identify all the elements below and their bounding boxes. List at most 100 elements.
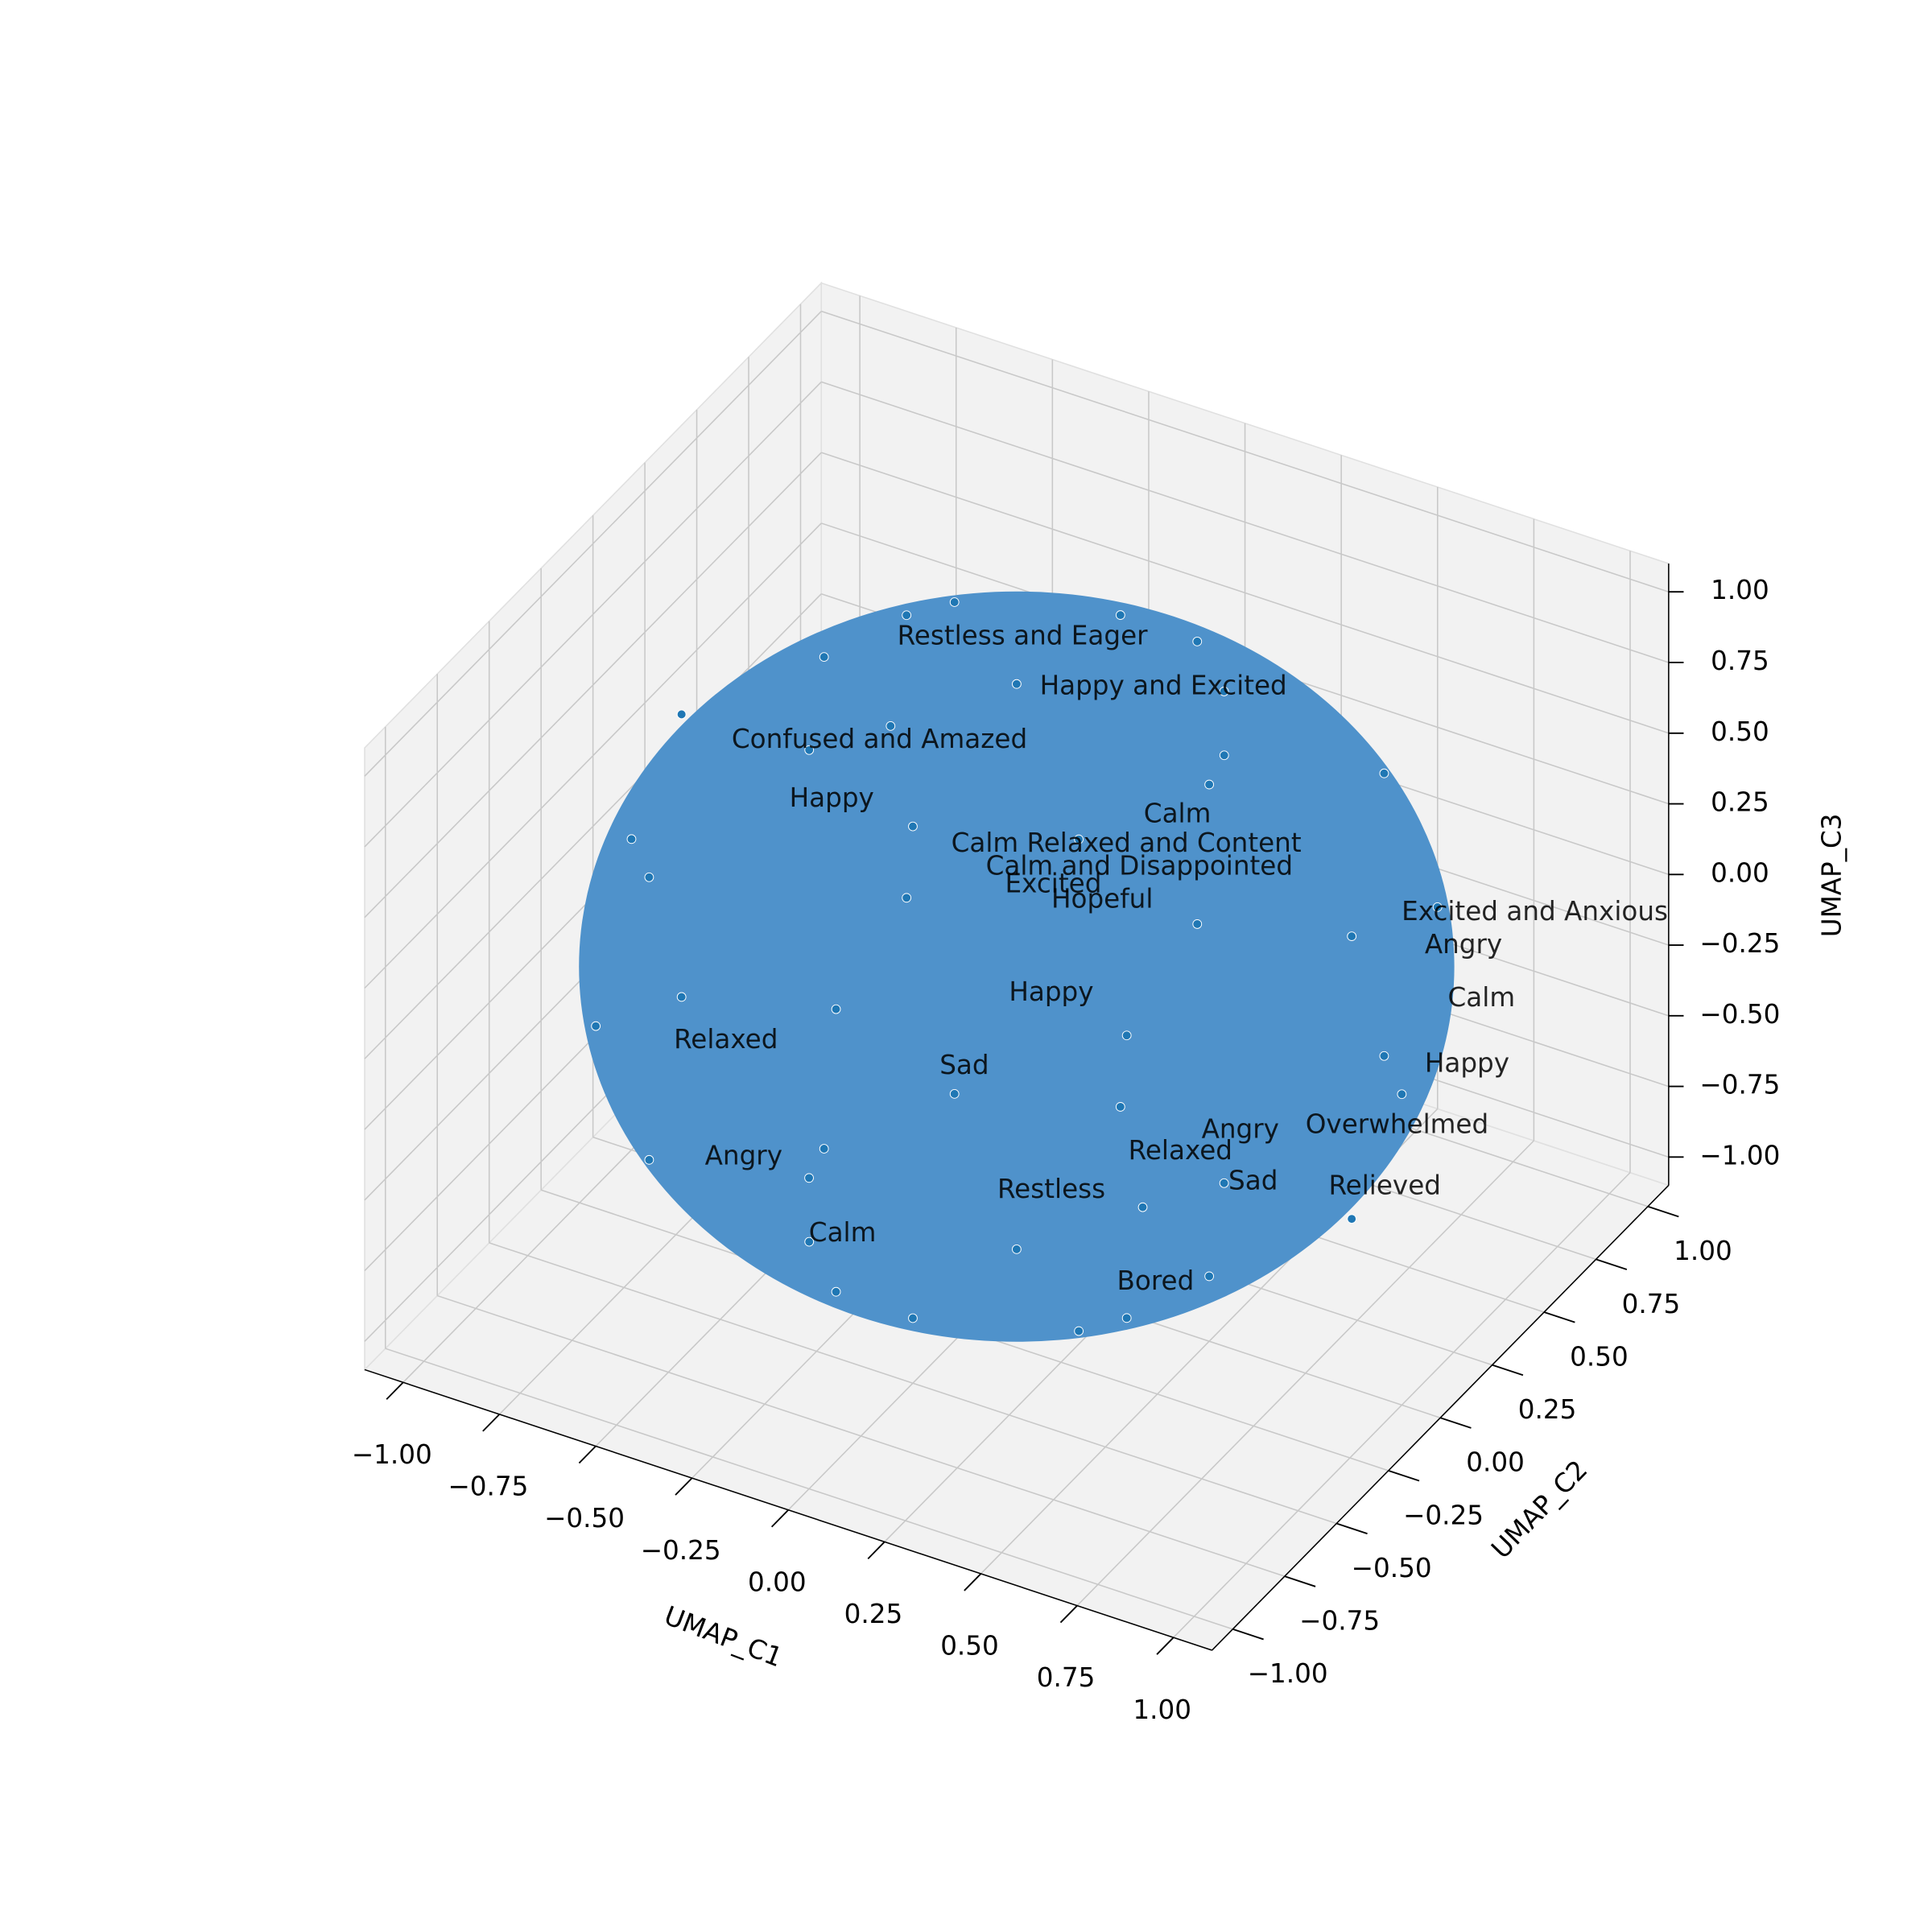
x-tick (867, 1541, 886, 1559)
point (1379, 1051, 1389, 1061)
x-tick-label: −0.25 (641, 1535, 721, 1566)
y-tick (1232, 1628, 1264, 1641)
point (1192, 636, 1203, 646)
annotation: Restless (997, 1174, 1105, 1204)
x-tick-label: −0.50 (544, 1503, 625, 1534)
annotation: Calm (1144, 798, 1212, 828)
z-tick-label: 1.00 (1711, 575, 1769, 605)
z-tick-label: 0.50 (1711, 716, 1769, 747)
point (908, 1313, 918, 1323)
grid-line (364, 452, 822, 919)
y-tick-label: −0.50 (1352, 1553, 1432, 1583)
annotation: Hopeful (1051, 883, 1153, 914)
point (644, 872, 654, 882)
axes: −1.00 −0.75 −0.50 −0.25 0.00 0.25 0.50 0.75 1.00… (352, 564, 1780, 1725)
x-tick-label: 0.00 (748, 1567, 807, 1597)
annotations: Happy and Excited Confused and Amazed Rela… (674, 621, 1668, 1296)
y-tick (1492, 1364, 1524, 1377)
point-cloud-shading (579, 591, 1455, 1342)
annotation: Calm (809, 1217, 877, 1248)
x-tick (1059, 1604, 1078, 1624)
point (1347, 1214, 1357, 1224)
annotation: Restless and Eager (898, 621, 1149, 651)
annotation: Angry (1425, 929, 1502, 960)
x-tick-label: 0.50 (940, 1631, 999, 1662)
z-tick-label: −0.75 (1699, 1070, 1780, 1100)
annotation: Relaxed (674, 1024, 778, 1055)
point (886, 720, 896, 731)
y-tick-label: −0.25 (1403, 1500, 1484, 1530)
grid-line (436, 1294, 1286, 1577)
x-tick-label: −1.00 (352, 1439, 432, 1470)
point (819, 652, 829, 663)
y-tick (1284, 1575, 1316, 1587)
y-tick-label: 1.00 (1674, 1236, 1732, 1266)
y-tick (1596, 1258, 1628, 1270)
point (626, 834, 637, 844)
x-tick (675, 1477, 693, 1496)
point (591, 1021, 601, 1031)
grid-line (821, 310, 1670, 592)
annotation: Calm Relaxed and Content (952, 828, 1302, 858)
grid-line (364, 381, 822, 848)
annotation: Angry (1202, 1114, 1279, 1145)
y-tick-label: 0.00 (1466, 1447, 1525, 1478)
annotation: Happy and Excited (1040, 671, 1287, 701)
point (1137, 1202, 1148, 1212)
point (676, 992, 687, 1002)
point (1204, 1271, 1215, 1282)
point (1432, 902, 1443, 912)
grid-line (821, 381, 1670, 663)
point (949, 1088, 960, 1099)
point (1397, 1089, 1407, 1100)
annotation: Overwhelmed (1306, 1108, 1488, 1139)
point (1012, 679, 1022, 689)
point (1219, 750, 1229, 761)
y-tick-label: −1.00 (1248, 1658, 1328, 1689)
z-tick-label: 0.00 (1711, 857, 1769, 888)
grid-line (364, 311, 822, 777)
annotation: Relieved (1328, 1170, 1441, 1201)
point (908, 821, 918, 832)
x-tick (770, 1509, 789, 1528)
annotation: Sad (939, 1050, 989, 1080)
y-tick (1647, 1205, 1679, 1218)
grid-line (385, 1348, 1233, 1630)
x-tick (578, 1445, 597, 1464)
y-tick-label: 0.50 (1570, 1341, 1629, 1372)
point (1204, 779, 1215, 790)
point (1219, 687, 1229, 696)
annotation: Excited and Anxious (1402, 896, 1668, 927)
y-tick-label: −0.75 (1299, 1606, 1380, 1637)
y-axis-line (1211, 1184, 1670, 1651)
x-tick-label: 1.00 (1133, 1695, 1191, 1725)
point (1121, 1030, 1132, 1041)
point (831, 1286, 841, 1297)
y-tick (1388, 1469, 1420, 1482)
point (819, 1144, 829, 1154)
annotation: Calm and Disappointed (986, 850, 1293, 881)
z-tick-label: 0.25 (1711, 787, 1769, 818)
point (804, 1236, 815, 1247)
grid-line (364, 593, 822, 1059)
point (676, 709, 687, 720)
point (644, 1154, 654, 1165)
point (949, 597, 960, 607)
z-tick-label: −0.50 (1699, 999, 1780, 1030)
annotation: Happy (1425, 1048, 1509, 1079)
y-tick-label: 0.25 (1518, 1394, 1577, 1425)
x-tick (964, 1573, 982, 1591)
x-tick (386, 1381, 404, 1400)
point (831, 1004, 841, 1014)
y-tick (1543, 1311, 1575, 1323)
point (1012, 1244, 1022, 1254)
x-tick-label: 0.75 (1037, 1662, 1096, 1693)
annotation: Happy (1009, 976, 1093, 1007)
point (1115, 1102, 1125, 1112)
grid-line (489, 1242, 1337, 1525)
y-tick (1439, 1417, 1472, 1429)
point (1219, 1178, 1229, 1188)
point (1074, 834, 1084, 844)
annotation: Excited (1005, 868, 1102, 898)
